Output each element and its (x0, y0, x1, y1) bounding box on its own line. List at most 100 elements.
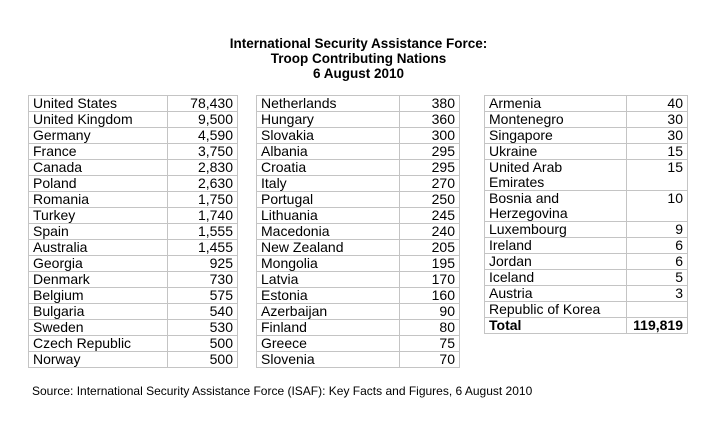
troop-count: 240 (399, 223, 460, 240)
troop-count: 250 (399, 191, 460, 208)
table-row: Ireland 6 (484, 237, 688, 254)
table-row: Canada 2,830 (28, 159, 238, 176)
country-name: Germany (28, 127, 168, 144)
country-name: United States (28, 95, 168, 112)
table-row: Georgia 925 (28, 255, 238, 272)
troop-count: 6 (626, 237, 688, 254)
troop-count: 295 (399, 159, 460, 176)
table-row: Azerbaijan 90 (256, 303, 460, 320)
table-row: Montenegro 30 (484, 111, 688, 128)
country-name: Italy (256, 175, 400, 192)
total-value: 119,819 (626, 317, 688, 334)
country-name: Canada (28, 159, 168, 176)
country-name: Macedonia (256, 223, 400, 240)
table-row: Macedonia 240 (256, 223, 460, 240)
troop-count: 245 (399, 207, 460, 224)
troop-count (626, 301, 688, 318)
troop-count: 575 (167, 287, 238, 304)
country-name: Armenia (484, 95, 627, 112)
table-row: Poland 2,630 (28, 175, 238, 192)
troop-count: 730 (167, 271, 238, 288)
country-name: Australia (28, 239, 168, 256)
country-name: Luxembourg (484, 221, 627, 238)
country-name: Republic of Korea (484, 301, 627, 318)
troop-table-2: Netherlands 380 Hungary 360 Slovakia 300 Alban… (256, 95, 460, 368)
country-name: Azerbaijan (256, 303, 400, 320)
troop-count: 3 (626, 285, 688, 302)
table-row: Latvia 170 (256, 271, 460, 288)
table-row: Netherlands 380 (256, 95, 460, 112)
country-name: New Zealand (256, 239, 400, 256)
troop-count: 30 (626, 127, 688, 144)
troop-count: 2,630 (167, 175, 238, 192)
troop-count: 1,740 (167, 207, 238, 224)
table-row: Albania 295 (256, 143, 460, 160)
troop-count: 270 (399, 175, 460, 192)
table-row: Denmark 730 (28, 271, 238, 288)
table-row: Portugal 250 (256, 191, 460, 208)
troop-count: 80 (399, 319, 460, 336)
troop-table-3: Armenia 40 Montenegro 30 Singapore 30 Ukraine 1… (484, 95, 688, 334)
table-row: Republic of Korea (484, 301, 688, 318)
troop-count: 15 (626, 143, 688, 160)
troop-count: 70 (399, 351, 460, 368)
troop-count: 540 (167, 303, 238, 320)
title-line-1: International Security Assistance Force: (229, 36, 488, 51)
title-line-2: Troop Contributing Nations (270, 51, 447, 66)
table-row: United Arab Emirates 15 (484, 159, 688, 191)
table-row: Bosnia and Herzegovina 10 (484, 190, 688, 222)
table-row: Luxembourg 9 (484, 221, 688, 238)
table-row: United Kingdom 9,500 (28, 111, 238, 128)
troop-count: 40 (626, 95, 688, 112)
table-row: Norway 500 (28, 351, 238, 368)
table-row: Germany 4,590 (28, 127, 238, 144)
total-label: Total (484, 317, 627, 334)
country-name: Bulgaria (28, 303, 168, 320)
troop-count: 10 (626, 190, 688, 222)
table-row: Sweden 530 (28, 319, 238, 336)
troop-count: 3,750 (167, 143, 238, 160)
country-name: Turkey (28, 207, 168, 224)
troop-count: 4,590 (167, 127, 238, 144)
troop-count: 300 (399, 127, 460, 144)
title-line-3: 6 August 2010 (312, 66, 405, 81)
country-name: Czech Republic (28, 335, 168, 352)
document-title: International Security Assistance Force:… (0, 36, 717, 81)
troop-count: 30 (626, 111, 688, 128)
country-name: Singapore (484, 127, 627, 144)
country-name: Georgia (28, 255, 168, 272)
table-row: Bulgaria 540 (28, 303, 238, 320)
troop-count: 75 (399, 335, 460, 352)
country-name: France (28, 143, 168, 160)
country-name: Iceland (484, 269, 627, 286)
country-name: Belgium (28, 287, 168, 304)
country-name: Ukraine (484, 143, 627, 160)
country-name: Bosnia and Herzegovina (484, 190, 627, 222)
troop-count: 1,555 (167, 223, 238, 240)
table-row: Austria 3 (484, 285, 688, 302)
country-name: Norway (28, 351, 168, 368)
troop-count: 78,430 (167, 95, 238, 112)
country-name: Albania (256, 143, 400, 160)
table-row: Australia 1,455 (28, 239, 238, 256)
troop-count: 6 (626, 253, 688, 270)
total-row: Total 119,819 (484, 317, 688, 334)
table-row: New Zealand 205 (256, 239, 460, 256)
country-name: Latvia (256, 271, 400, 288)
table-row: Lithuania 245 (256, 207, 460, 224)
troop-count: 500 (167, 335, 238, 352)
country-name: Portugal (256, 191, 400, 208)
country-name: Ireland (484, 237, 627, 254)
table-row: France 3,750 (28, 143, 238, 160)
table-row: Greece 75 (256, 335, 460, 352)
country-name: Sweden (28, 319, 168, 336)
troop-count: 5 (626, 269, 688, 286)
country-name: Lithuania (256, 207, 400, 224)
troop-count: 195 (399, 255, 460, 272)
country-name: Estonia (256, 287, 400, 304)
table-row: Croatia 295 (256, 159, 460, 176)
country-name: Greece (256, 335, 400, 352)
table-row: Estonia 160 (256, 287, 460, 304)
troop-count: 1,750 (167, 191, 238, 208)
country-name: Denmark (28, 271, 168, 288)
